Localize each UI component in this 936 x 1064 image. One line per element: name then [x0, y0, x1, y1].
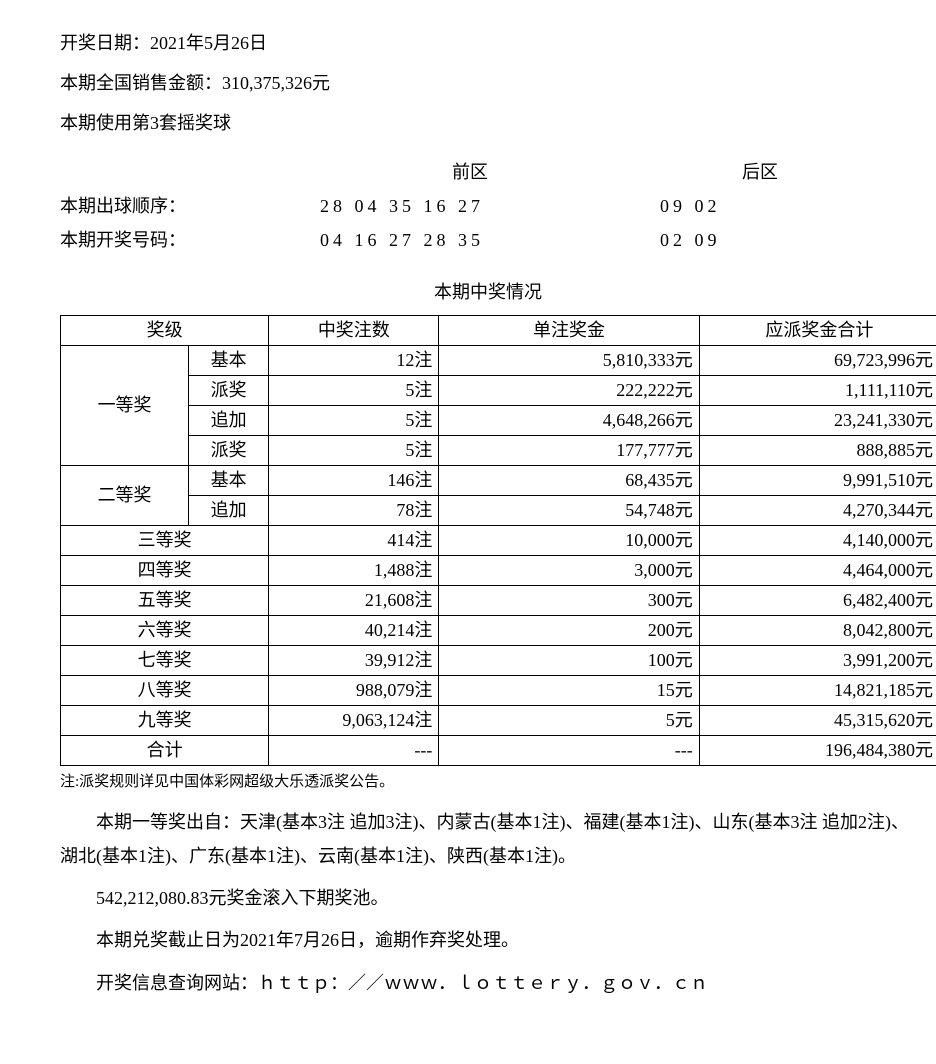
cell: 5元 [439, 706, 699, 736]
cell: 七等奖 [61, 646, 269, 676]
cell: 5注 [269, 406, 439, 436]
cell: 三等奖 [61, 526, 269, 556]
lookup-url: 开奖信息查询网站：ｈｔｔｐ：／／ｗｗｗ．ｌｏｔｔｅｒｙ．ｇｏｖ．ｃｎ [60, 966, 916, 1000]
table-row: 六等奖 40,214注 200元 8,042,800元 [61, 616, 936, 646]
cell: 4,270,344元 [699, 496, 936, 526]
table-row: 一等奖 基本 12注 5,810,333元 69,723,996元 [61, 346, 936, 376]
cell: 1,488注 [269, 556, 439, 586]
winners-origin: 本期一等奖出自：天津(基本3注 追加3注)、内蒙古(基本1注)、福建(基本1注)… [60, 805, 916, 873]
table-row: 追加 5注 4,648,266元 23,241,330元 [61, 406, 936, 436]
winning-label: 本期开奖号码： [60, 223, 280, 257]
cell: 15元 [439, 676, 699, 706]
cell: 146注 [269, 466, 439, 496]
table-row: 七等奖 39,912注 100元 3,991,200元 [61, 646, 936, 676]
table-row: 九等奖 9,063,124注 5元 45,315,620元 [61, 706, 936, 736]
cell: 合计 [61, 736, 269, 766]
cell: 9,063,124注 [269, 706, 439, 736]
cell: 69,723,996元 [699, 346, 936, 376]
cell: 六等奖 [61, 616, 269, 646]
cell: 12注 [269, 346, 439, 376]
table-row: 二等奖 基本 146注 68,435元 9,991,510元 [61, 466, 936, 496]
table-row: 八等奖 988,079注 15元 14,821,185元 [61, 676, 936, 706]
cell: --- [439, 736, 699, 766]
cell: 5注 [269, 436, 439, 466]
cell: 39,912注 [269, 646, 439, 676]
table-row: 三等奖 414注 10,000元 4,140,000元 [61, 526, 936, 556]
cell: 6,482,400元 [699, 586, 936, 616]
table-row: 派奖 5注 222,222元 1,111,110元 [61, 376, 936, 406]
sales-amount: 本期全国销售金额：310,375,326元 [60, 66, 916, 100]
winning-back: 02 09 [660, 223, 860, 257]
col-per-bet: 单注奖金 [439, 316, 699, 346]
cell: 8,042,800元 [699, 616, 936, 646]
col-prize-level: 奖级 [61, 316, 269, 346]
table-title: 本期中奖情况 [60, 275, 916, 309]
front-zone-label: 前区 [320, 155, 620, 189]
cell: 68,435元 [439, 466, 699, 496]
cell: 4,140,000元 [699, 526, 936, 556]
cell: --- [269, 736, 439, 766]
claim-deadline: 本期兑奖截止日为2021年7月26日，逾期作弃奖处理。 [60, 923, 916, 957]
col-total: 应派奖金合计 [699, 316, 936, 346]
cell: 23,241,330元 [699, 406, 936, 436]
cell: 五等奖 [61, 586, 269, 616]
prize2-label: 二等奖 [61, 466, 189, 526]
cell: 5,810,333元 [439, 346, 699, 376]
cell: 4,464,000元 [699, 556, 936, 586]
col-count: 中奖注数 [269, 316, 439, 346]
cell: 54,748元 [439, 496, 699, 526]
cell: 14,821,185元 [699, 676, 936, 706]
ball-set: 本期使用第3套摇奖球 [60, 106, 916, 140]
cell: 5注 [269, 376, 439, 406]
cell: 基本 [189, 466, 269, 496]
cell: 300元 [439, 586, 699, 616]
rollover: 542,212,080.83元奖金滚入下期奖池。 [60, 881, 916, 915]
cell: 100元 [439, 646, 699, 676]
cell: 基本 [189, 346, 269, 376]
cell: 9,991,510元 [699, 466, 936, 496]
table-row: 四等奖 1,488注 3,000元 4,464,000元 [61, 556, 936, 586]
prize1-label: 一等奖 [61, 346, 189, 466]
footnote-small: 注:派奖规则详见中国体彩网超级大乐透派奖公告。 [60, 768, 916, 797]
cell: 414注 [269, 526, 439, 556]
cell: 200元 [439, 616, 699, 646]
cell: 177,777元 [439, 436, 699, 466]
cell: 3,991,200元 [699, 646, 936, 676]
table-row-total: 合计 --- --- 196,484,380元 [61, 736, 936, 766]
cell: 78注 [269, 496, 439, 526]
cell: 派奖 [189, 436, 269, 466]
draw-order-front: 28 04 35 16 27 [320, 189, 620, 223]
cell: 追加 [189, 406, 269, 436]
cell: 196,484,380元 [699, 736, 936, 766]
draw-date: 开奖日期：2021年5月26日 [60, 26, 916, 60]
draw-order-label: 本期出球顺序： [60, 189, 280, 223]
cell: 21,608注 [269, 586, 439, 616]
cell: 45,315,620元 [699, 706, 936, 736]
table-row: 五等奖 21,608注 300元 6,482,400元 [61, 586, 936, 616]
cell: 四等奖 [61, 556, 269, 586]
cell: 10,000元 [439, 526, 699, 556]
prize-table: 奖级 中奖注数 单注奖金 应派奖金合计 一等奖 基本 12注 5,810,333… [60, 315, 936, 766]
cell: 八等奖 [61, 676, 269, 706]
numbers-block: 前区 后区 本期出球顺序： 28 04 35 16 27 09 02 本期开奖号… [60, 155, 916, 258]
cell: 1,111,110元 [699, 376, 936, 406]
cell: 九等奖 [61, 706, 269, 736]
cell: 222,222元 [439, 376, 699, 406]
draw-order-back: 09 02 [660, 189, 860, 223]
cell: 888,885元 [699, 436, 936, 466]
table-header-row: 奖级 中奖注数 单注奖金 应派奖金合计 [61, 316, 936, 346]
back-zone-label: 后区 [660, 155, 860, 189]
cell: 3,000元 [439, 556, 699, 586]
cell: 40,214注 [269, 616, 439, 646]
cell: 追加 [189, 496, 269, 526]
table-row: 派奖 5注 177,777元 888,885元 [61, 436, 936, 466]
cell: 988,079注 [269, 676, 439, 706]
cell: 派奖 [189, 376, 269, 406]
cell: 4,648,266元 [439, 406, 699, 436]
table-row: 追加 78注 54,748元 4,270,344元 [61, 496, 936, 526]
winning-front: 04 16 27 28 35 [320, 223, 620, 257]
